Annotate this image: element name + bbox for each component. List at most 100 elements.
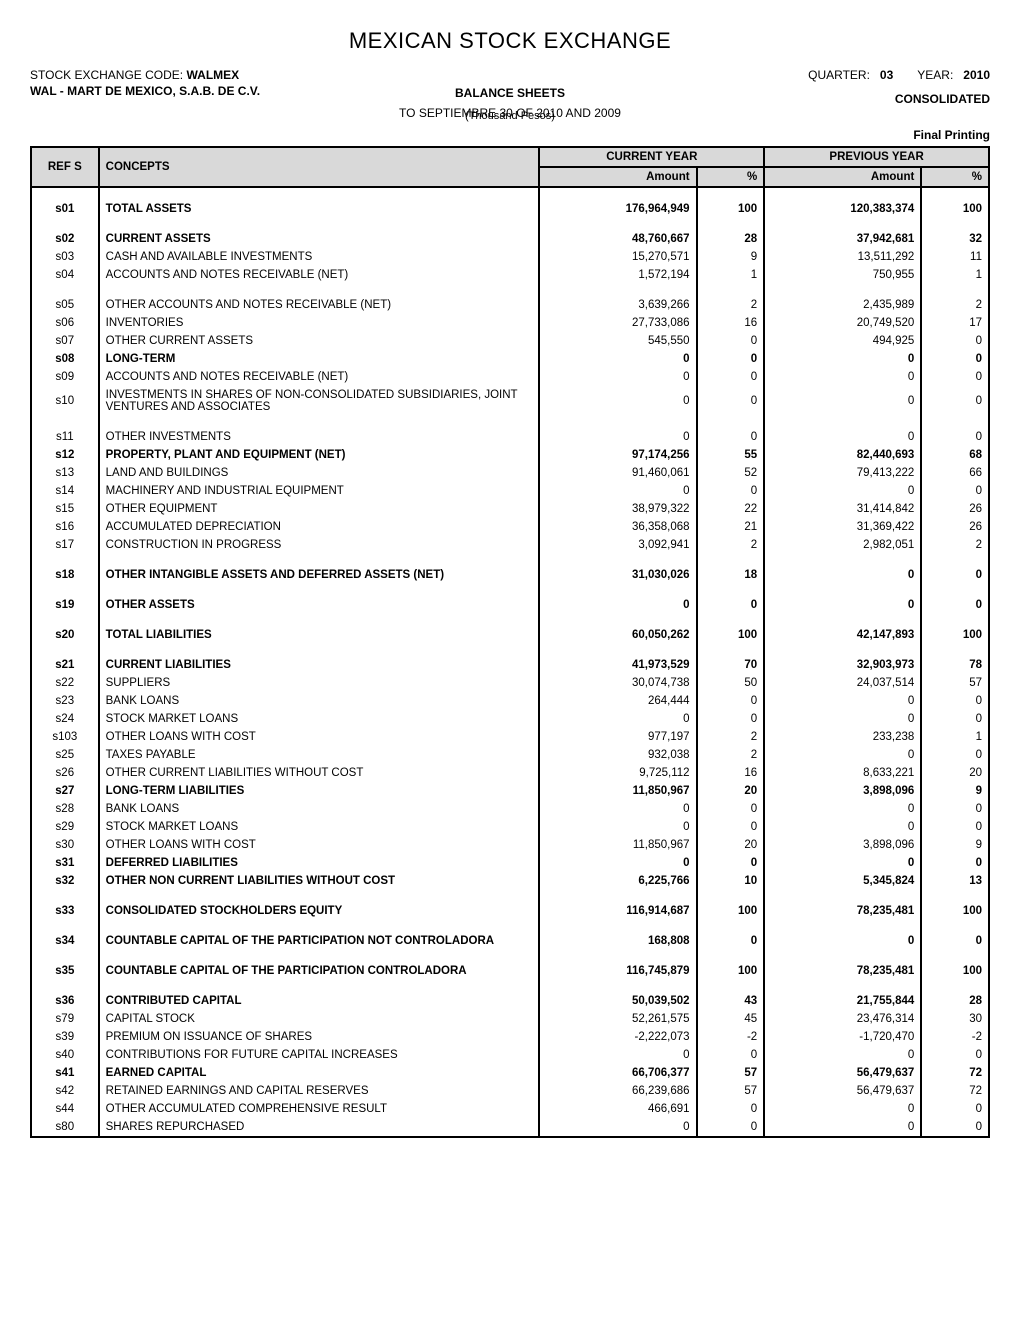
cell-concept: CURRENT LIABILITIES: [99, 656, 540, 674]
cell-ref: s39: [31, 1028, 99, 1046]
table-row: s33CONSOLIDATED STOCKHOLDERS EQUITY116,9…: [31, 902, 989, 920]
cell-cy-amount: 176,964,949: [539, 200, 696, 218]
cell-py-amount: 37,942,681: [764, 230, 921, 248]
cell-py-percent: 78: [921, 656, 989, 674]
cell-concept: CONSOLIDATED STOCKHOLDERS EQUITY: [99, 902, 540, 920]
cell-concept: LONG-TERM LIABILITIES: [99, 782, 540, 800]
table-row: s29STOCK MARKET LOANS0000: [31, 818, 989, 836]
cell-py-amount: 23,476,314: [764, 1010, 921, 1028]
cell-cy-amount: 116,914,687: [539, 902, 696, 920]
cell-ref: s09: [31, 368, 99, 386]
table-row: s40CONTRIBUTIONS FOR FUTURE CAPITAL INCR…: [31, 1046, 989, 1064]
cell-py-amount: 2,982,051: [764, 536, 921, 554]
cell-ref: s02: [31, 230, 99, 248]
cell-py-amount: 31,369,422: [764, 518, 921, 536]
cell-py-percent: 0: [921, 818, 989, 836]
cell-concept: LAND AND BUILDINGS: [99, 464, 540, 482]
cell-cy-percent: 10: [697, 872, 765, 890]
cell-py-amount: 21,755,844: [764, 992, 921, 1010]
cell-py-percent: 100: [921, 902, 989, 920]
cell-concept: OTHER ACCOUNTS AND NOTES RECEIVABLE (NET…: [99, 296, 540, 314]
cell-concept: STOCK MARKET LOANS: [99, 818, 540, 836]
cell-ref: s13: [31, 464, 99, 482]
cell-concept: OTHER INVESTMENTS: [99, 428, 540, 446]
cell-ref: s06: [31, 314, 99, 332]
cell-cy-percent: 100: [697, 902, 765, 920]
cell-ref: s26: [31, 764, 99, 782]
cell-ref: s16: [31, 518, 99, 536]
cell-concept: EARNED CAPITAL: [99, 1064, 540, 1082]
cell-ref: s01: [31, 200, 99, 218]
cell-ref: s29: [31, 818, 99, 836]
th-py-amount: Amount: [764, 167, 921, 187]
cell-py-percent: 0: [921, 746, 989, 764]
cell-py-percent: 66: [921, 464, 989, 482]
cell-cy-percent: 28: [697, 230, 765, 248]
cell-ref: s03: [31, 248, 99, 266]
cell-concept: INVENTORIES: [99, 314, 540, 332]
cell-py-percent: 0: [921, 386, 989, 416]
table-row: s05OTHER ACCOUNTS AND NOTES RECEIVABLE (…: [31, 296, 989, 314]
table-row: s103OTHER LOANS WITH COST977,1972233,238…: [31, 728, 989, 746]
cell-concept: OTHER LOANS WITH COST: [99, 836, 540, 854]
cell-cy-amount: 0: [539, 596, 696, 614]
cell-ref: s40: [31, 1046, 99, 1064]
cell-concept: OTHER CURRENT LIABILITIES WITHOUT COST: [99, 764, 540, 782]
cell-cy-percent: 0: [697, 368, 765, 386]
cell-py-percent: 9: [921, 782, 989, 800]
consolidated-label: CONSOLIDATED: [895, 92, 990, 106]
table-row: s41EARNED CAPITAL66,706,3775756,479,6377…: [31, 1064, 989, 1082]
cell-ref: s80: [31, 1118, 99, 1137]
cell-py-amount: 0: [764, 482, 921, 500]
cell-concept: TOTAL ASSETS: [99, 200, 540, 218]
table-row: s23BANK LOANS264,444000: [31, 692, 989, 710]
cell-ref: s30: [31, 836, 99, 854]
final-printing-label: Final Printing: [30, 128, 990, 142]
cell-cy-amount: 0: [539, 710, 696, 728]
cell-cy-amount: 0: [539, 1046, 696, 1064]
cell-cy-amount: 977,197: [539, 728, 696, 746]
cell-cy-amount: 9,725,112: [539, 764, 696, 782]
cell-ref: s31: [31, 854, 99, 872]
year-label: YEAR:: [917, 68, 953, 82]
cell-cy-amount: 0: [539, 800, 696, 818]
cell-py-percent: 0: [921, 800, 989, 818]
cell-cy-amount: 0: [539, 350, 696, 368]
cell-concept: OTHER LOANS WITH COST: [99, 728, 540, 746]
cell-py-amount: 0: [764, 596, 921, 614]
cell-concept: CONTRIBUTED CAPITAL: [99, 992, 540, 1010]
cell-cy-percent: 57: [697, 1064, 765, 1082]
cell-cy-percent: 20: [697, 836, 765, 854]
cell-concept: PREMIUM ON ISSUANCE OF SHARES: [99, 1028, 540, 1046]
th-concepts: CONCEPTS: [99, 147, 540, 187]
cell-py-percent: 32: [921, 230, 989, 248]
cell-concept: OTHER CURRENT ASSETS: [99, 332, 540, 350]
cell-cy-percent: 0: [697, 932, 765, 950]
cell-py-amount: 13,511,292: [764, 248, 921, 266]
cell-py-amount: 0: [764, 932, 921, 950]
cell-py-percent: 30: [921, 1010, 989, 1028]
cell-cy-percent: 100: [697, 962, 765, 980]
cell-ref: s14: [31, 482, 99, 500]
cell-py-percent: 0: [921, 350, 989, 368]
cell-cy-amount: 0: [539, 1118, 696, 1137]
cell-cy-amount: 0: [539, 428, 696, 446]
cell-py-amount: 0: [764, 368, 921, 386]
cell-concept: CAPITAL STOCK: [99, 1010, 540, 1028]
cell-concept: CONSTRUCTION IN PROGRESS: [99, 536, 540, 554]
cell-cy-amount: 41,973,529: [539, 656, 696, 674]
cell-py-percent: 0: [921, 428, 989, 446]
cell-ref: s17: [31, 536, 99, 554]
cell-cy-percent: 22: [697, 500, 765, 518]
cell-py-amount: -1,720,470: [764, 1028, 921, 1046]
cell-ref: s27: [31, 782, 99, 800]
cell-ref: s103: [31, 728, 99, 746]
cell-cy-percent: 57: [697, 1082, 765, 1100]
cell-py-amount: 79,413,222: [764, 464, 921, 482]
cell-concept: TOTAL LIABILITIES: [99, 626, 540, 644]
cell-concept: BANK LOANS: [99, 692, 540, 710]
cell-cy-percent: 21: [697, 518, 765, 536]
cell-cy-percent: 50: [697, 674, 765, 692]
cell-py-percent: 0: [921, 710, 989, 728]
cell-cy-percent: 0: [697, 818, 765, 836]
